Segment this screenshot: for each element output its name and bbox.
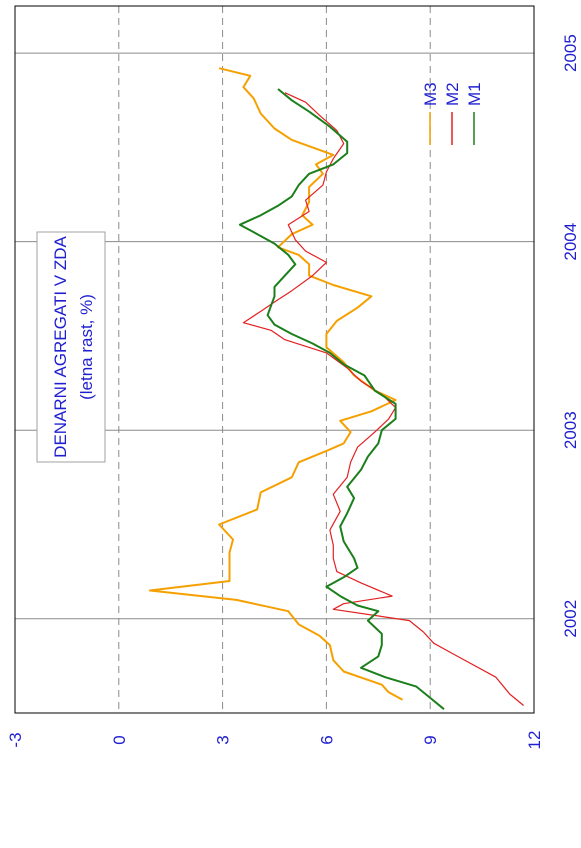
y-axis-ticks: -3 0 3 6 9 12 <box>6 731 544 750</box>
chart-title: DENARNI AGREGATI V ZDA <box>51 236 70 458</box>
series-line-m1 <box>238 88 445 710</box>
value-tick-label: 6 <box>317 735 336 744</box>
value-tick-label: 9 <box>421 735 440 744</box>
year-tick-label: 2003 <box>561 411 580 449</box>
x-axis-ticks: 2002 2003 2004 2005 <box>561 34 580 637</box>
chart-subtitle: (letna rast, %) <box>77 294 96 400</box>
year-tick-label: 2002 <box>561 600 580 638</box>
series-line-m2 <box>242 92 524 706</box>
grid <box>15 6 534 713</box>
value-tick-label: 3 <box>214 735 233 744</box>
year-tick-label: 2005 <box>561 34 580 72</box>
title-box-frame <box>36 231 106 463</box>
legend: M3 M2 M1 <box>421 82 484 145</box>
plot-frame <box>14 5 535 714</box>
value-tick-label: -3 <box>6 732 25 747</box>
value-tick-label: 12 <box>525 731 544 750</box>
title-box: DENARNI AGREGATI V ZDA (letna rast, %) <box>36 231 106 463</box>
legend-label-m3: M3 <box>421 82 440 106</box>
legend-label-m1: M1 <box>465 82 484 106</box>
year-tick-label: 2004 <box>561 223 580 261</box>
value-tick-label: 0 <box>110 735 129 744</box>
series-layer <box>148 67 524 710</box>
legend-label-m2: M2 <box>443 82 462 106</box>
